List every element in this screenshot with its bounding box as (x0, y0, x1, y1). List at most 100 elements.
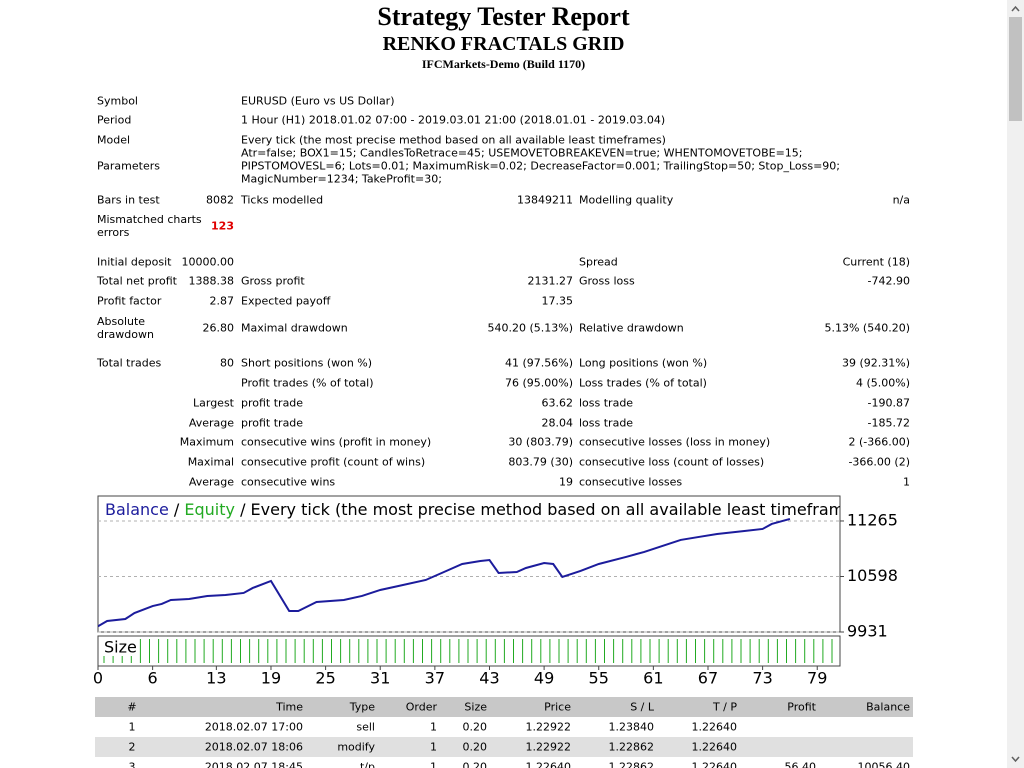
trade-cell: 1.23840 (608, 720, 655, 734)
y-tick-label: 9931 (847, 622, 888, 641)
trade-cell: 1 (128, 720, 136, 734)
summary-value2: 28.04 (541, 416, 574, 430)
column-header: S / L (630, 700, 654, 714)
column-header: T / P (712, 700, 737, 714)
trade-cell: 1.22862 (608, 740, 655, 754)
summary-value: Maximum (179, 435, 234, 449)
summary-label: Symbol (97, 94, 138, 108)
trade-cell: 2018.02.07 18:06 (204, 740, 303, 754)
column-header: Time (276, 700, 303, 714)
summary-label3: Gross loss (579, 274, 635, 288)
summary-value3: 5.13% (540.20) (824, 321, 910, 335)
trade-cell: 1.22862 (608, 760, 655, 768)
summary-value2: 17.35 (541, 294, 574, 308)
summary-label: Total trades (97, 356, 162, 370)
summary-text: Every tick (the most precise method base… (241, 133, 666, 147)
trade-cell: 1 (430, 760, 437, 768)
x-tick-label: 67 (698, 669, 718, 688)
trade-cell: 3 (128, 760, 136, 768)
summary-label: Parameters (97, 159, 160, 173)
summary-text: 1 Hour (H1) 2018.01.02 07:00 - 2019.03.0… (241, 113, 666, 127)
summary-value3: 4 (5.00%) (855, 376, 910, 390)
x-tick-label: 37 (425, 669, 445, 688)
summary-value: 26.80 (202, 321, 235, 335)
summary-value3: -185.72 (867, 416, 910, 430)
table-header-bg (95, 697, 913, 717)
trade-cell: sell (356, 720, 375, 734)
summary-label3: Loss trades (% of total) (579, 376, 707, 390)
summary-value3: n/a (892, 193, 910, 207)
server-name: IFCMarkets-Demo (Build 1170) (421, 57, 586, 71)
summary-label3: Relative drawdown (579, 321, 684, 335)
summary-value2: 76 (95.00%) (504, 376, 573, 390)
summary-value3: Current (18) (842, 255, 910, 269)
summary-label3: loss trade (579, 396, 634, 410)
summary-value2: 19 (559, 475, 573, 489)
scroll-down[interactable] (1007, 751, 1024, 768)
trade-cell: 0.20 (462, 720, 488, 734)
x-tick-label: 13 (206, 669, 226, 688)
trade-cell: 1.22640 (691, 760, 738, 768)
x-tick-label: 55 (589, 669, 609, 688)
summary-label2: Short positions (won %) (241, 356, 373, 370)
summary-value3: -366.00 (2) (848, 455, 910, 469)
summary-value2: 13849211 (517, 193, 573, 207)
trade-cell: modify (337, 740, 375, 754)
trade-cell: 1.22640 (525, 760, 572, 768)
x-tick-label: 0 (93, 669, 103, 688)
summary-label: Absolute drawdown (97, 315, 154, 341)
trade-cell: 2018.02.07 18:45 (204, 760, 303, 768)
summary-value2: 803.79 (30) (508, 455, 573, 469)
trade-cell: 2018.02.07 17:00 (204, 720, 303, 734)
x-tick-label: 79 (807, 669, 827, 688)
summary-label3: consecutive losses (loss in money) (579, 435, 771, 449)
chart-frame (97, 495, 841, 633)
trade-cell: 0.20 (462, 740, 488, 754)
y-tick-label: 11265 (847, 510, 898, 529)
summary-label: Total net profit (97, 274, 177, 288)
summary-label: Period (97, 113, 132, 127)
summary-label: Mismatched charts errors (97, 213, 202, 239)
summary-value: 1388.38 (188, 274, 235, 288)
summary-label2: consecutive profit (count of wins) (241, 455, 426, 469)
trade-cell: 1.22640 (691, 740, 738, 754)
x-tick-label: 6 (148, 669, 158, 688)
summary-value: 123 (211, 219, 234, 233)
summary-label2: Expected payoff (241, 294, 331, 308)
trade-cell: 56.40 (784, 760, 817, 768)
trade-cell: 1.22922 (525, 740, 572, 754)
summary-label3: consecutive losses (579, 475, 683, 489)
summary-value2: 540.20 (5.13%) (487, 321, 573, 335)
summary-label3: consecutive loss (count of losses) (579, 455, 765, 469)
scroll-up[interactable] (1007, 0, 1024, 17)
trade-cell: 1 (430, 720, 437, 734)
summary-value2: 63.62 (541, 396, 574, 410)
summary-label2: Maximal drawdown (241, 321, 348, 335)
scrollbar-thumb[interactable] (1009, 17, 1022, 121)
summary-label2: Ticks modelled (241, 193, 324, 207)
x-tick-label: 31 (370, 669, 390, 688)
summary-value: Largest (193, 396, 234, 410)
summary-label3: loss trade (579, 416, 634, 430)
scrollbar[interactable] (1007, 0, 1024, 768)
column-header: Balance (866, 700, 910, 714)
summary-label3: Modelling quality (579, 193, 674, 207)
trade-cell: t/p (359, 760, 375, 768)
x-tick-label: 61 (643, 669, 663, 688)
summary-value: Average (188, 416, 234, 430)
summary-value: Maximal (187, 455, 234, 469)
summary-label2: consecutive wins (241, 475, 336, 489)
summary-label: Model (97, 133, 131, 147)
summary-label2: profit trade (241, 416, 304, 430)
balance-line (98, 518, 791, 628)
balance-chart: 9931 10598 11265 0 6 13 19 25 31 37 43 49 55 61 67 73 79… (93, 495, 898, 688)
summary-value2: 2131.27 (527, 274, 574, 288)
x-tick-label: 49 (534, 669, 554, 688)
summary-text: Atr=false; BOX1=15; CandlesToRetrace=45;… (241, 146, 840, 186)
summary-value2: 41 (97.56%) (504, 356, 573, 370)
trade-cell: 10056.40 (857, 760, 911, 768)
trade-cell: 1.22640 (691, 720, 738, 734)
y-tick-label: 10598 (847, 566, 898, 585)
trade-cell: 2 (128, 740, 136, 754)
column-header: Size (464, 700, 487, 714)
